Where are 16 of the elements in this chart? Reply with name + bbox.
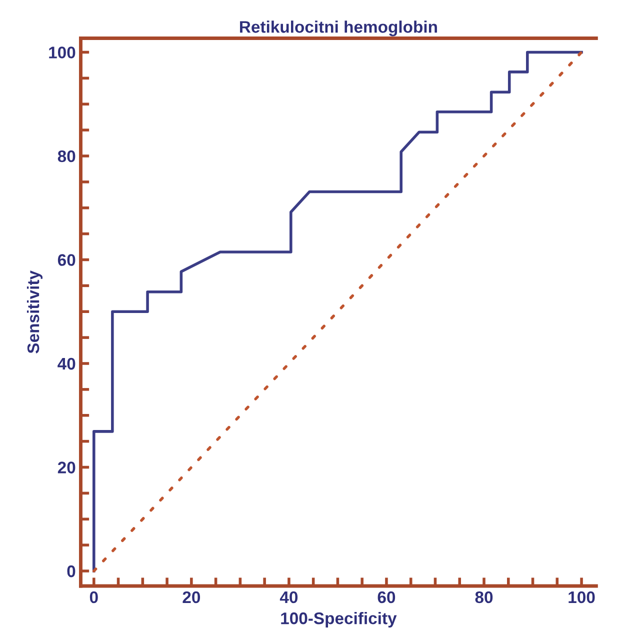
- y-tick-label: 60: [58, 254, 76, 266]
- line-series: [92, 50, 583, 572]
- x-axis-title: 100-Specificity: [281, 612, 397, 628]
- x-tick-label: 40: [280, 591, 298, 604]
- y-tick-label: 0: [67, 565, 76, 578]
- x-tick-label: 100: [568, 591, 595, 604]
- x-tick-label: 80: [475, 591, 493, 604]
- y-tick-label: 20: [58, 462, 76, 474]
- chart-title: Retikulocitni hemoglobin: [240, 20, 437, 36]
- x-tick-label: 60: [378, 591, 396, 604]
- x-tick-label: 20: [182, 591, 200, 604]
- y-tick-label: 80: [58, 150, 76, 162]
- y-axis-title: Sensitivity: [26, 270, 43, 354]
- y-tick-label: 40: [58, 358, 76, 370]
- x-tick-label: 0: [90, 591, 98, 604]
- y-tick-label: 100: [49, 46, 76, 58]
